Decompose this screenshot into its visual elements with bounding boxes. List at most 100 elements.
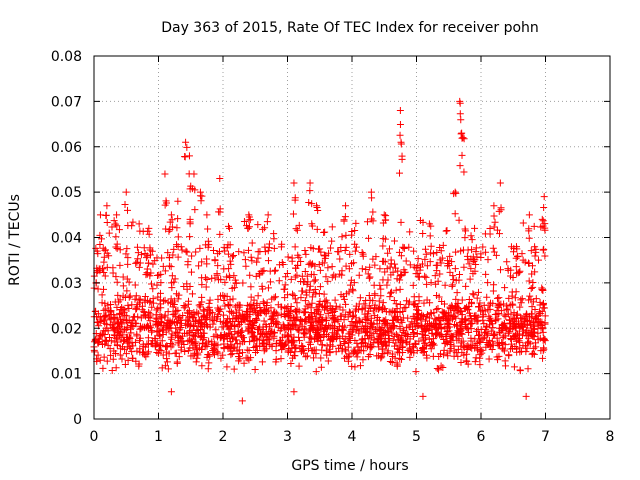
data-point — [192, 248, 200, 256]
data-point — [525, 338, 533, 346]
data-point — [476, 361, 484, 369]
data-point — [175, 353, 183, 361]
data-point — [433, 267, 441, 275]
data-point — [142, 254, 150, 262]
data-point — [475, 331, 483, 339]
data-point — [433, 249, 441, 257]
data-point — [251, 334, 259, 342]
data-point — [246, 305, 254, 313]
data-point — [293, 313, 301, 321]
data-point — [124, 260, 132, 268]
data-point — [144, 227, 152, 235]
data-point — [400, 304, 408, 312]
data-point — [139, 302, 147, 310]
data-point — [114, 291, 122, 299]
data-point — [473, 327, 480, 335]
data-point — [446, 252, 454, 260]
data-point — [183, 285, 191, 293]
data-point — [262, 333, 270, 341]
data-point — [306, 187, 314, 195]
data-point — [387, 260, 395, 268]
data-point — [281, 304, 289, 312]
data-point — [456, 110, 464, 118]
data-point — [162, 328, 170, 336]
data-point — [359, 356, 367, 364]
data-point — [94, 339, 102, 347]
data-point — [232, 279, 240, 287]
data-point — [160, 322, 168, 330]
data-point — [299, 287, 307, 295]
data-point — [425, 335, 433, 343]
data-point — [223, 273, 231, 281]
data-point — [315, 261, 323, 269]
data-point — [204, 225, 212, 233]
data-point — [468, 236, 476, 244]
data-point — [397, 252, 405, 260]
x-tick-label: 6 — [477, 429, 486, 445]
data-point — [415, 297, 423, 305]
data-point — [228, 350, 236, 358]
data-point — [128, 354, 136, 362]
data-point — [263, 345, 271, 353]
data-point — [117, 306, 125, 314]
data-point — [303, 291, 311, 299]
data-point — [414, 306, 422, 314]
data-point — [502, 305, 510, 313]
data-point — [106, 334, 114, 342]
data-point — [336, 341, 344, 349]
data-point — [532, 245, 540, 253]
data-point — [356, 317, 364, 325]
data-point — [101, 272, 109, 280]
data-point — [362, 315, 370, 323]
data-point — [366, 273, 374, 281]
data-point — [440, 351, 448, 359]
data-point — [167, 263, 175, 271]
data-point — [217, 292, 225, 300]
data-point — [210, 333, 218, 341]
data-point — [421, 323, 429, 331]
data-point — [192, 358, 200, 366]
data-point — [93, 318, 101, 326]
data-point — [525, 234, 533, 242]
data-point — [531, 315, 539, 323]
data-point — [394, 267, 402, 275]
data-point — [346, 309, 354, 317]
data-point — [467, 232, 475, 240]
y-axis-label: ROTI / TECUs — [7, 194, 23, 286]
data-point — [284, 313, 292, 321]
data-point — [226, 273, 234, 281]
data-point — [303, 352, 311, 360]
data-point — [470, 258, 478, 266]
data-point — [538, 318, 546, 326]
data-point — [166, 225, 174, 233]
data-point — [125, 304, 133, 312]
data-point — [279, 261, 287, 268]
data-point — [322, 273, 330, 281]
data-point — [223, 335, 231, 343]
data-point — [291, 273, 299, 281]
data-point — [518, 295, 526, 303]
data-point — [198, 293, 206, 301]
data-point — [167, 299, 175, 307]
data-point — [132, 292, 140, 300]
data-point — [313, 307, 321, 315]
data-point — [175, 333, 183, 341]
data-point — [371, 261, 379, 269]
data-point — [195, 301, 203, 309]
data-point — [392, 286, 400, 294]
data-point — [538, 286, 546, 294]
data-point — [173, 224, 181, 232]
data-point — [125, 278, 133, 286]
data-point — [495, 352, 503, 360]
data-point — [157, 347, 165, 355]
data-point — [345, 308, 353, 316]
data-point — [240, 218, 248, 226]
data-point — [346, 281, 354, 289]
data-point — [291, 243, 299, 251]
data-point — [431, 315, 439, 323]
data-point — [479, 316, 487, 324]
data-point — [469, 341, 477, 349]
data-point — [531, 305, 539, 313]
data-point — [404, 330, 412, 338]
data-point — [340, 295, 348, 303]
